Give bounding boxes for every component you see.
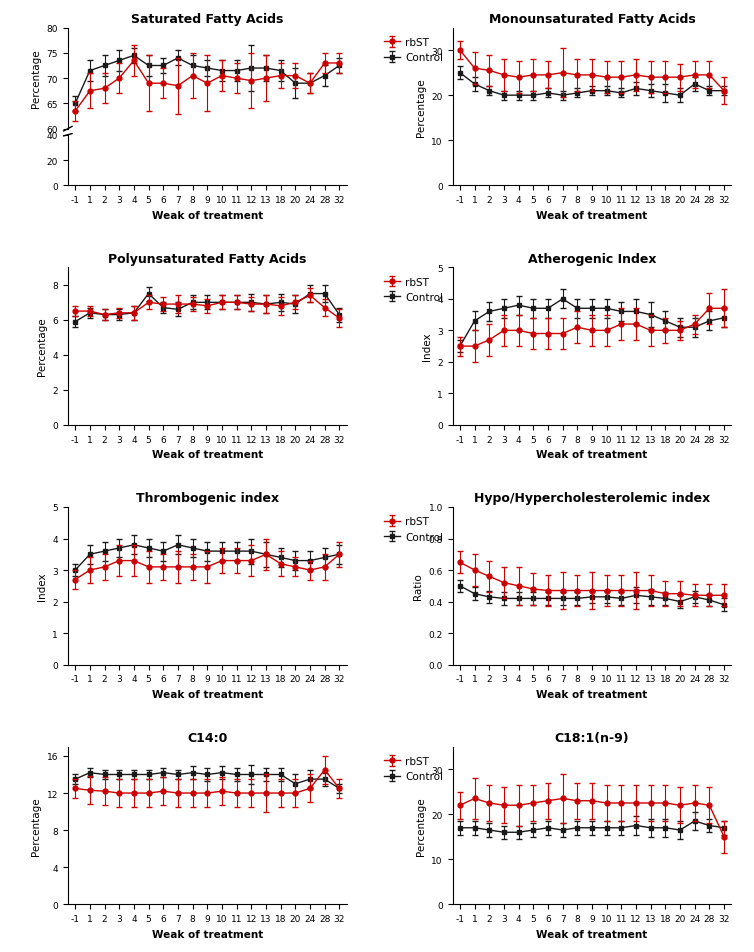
Y-axis label: Percentage: Percentage bbox=[31, 50, 41, 109]
X-axis label: Weak of treatment: Weak of treatment bbox=[536, 928, 648, 939]
Y-axis label: Percentage: Percentage bbox=[415, 797, 426, 855]
X-axis label: Weak of treatment: Weak of treatment bbox=[536, 449, 648, 460]
Legend: rbST, Control: rbST, Control bbox=[380, 33, 447, 68]
Legend: rbST, Control: rbST, Control bbox=[380, 752, 447, 785]
X-axis label: Weak of treatment: Weak of treatment bbox=[152, 449, 263, 460]
Y-axis label: Ratio: Ratio bbox=[413, 573, 423, 600]
Title: C14:0: C14:0 bbox=[187, 731, 228, 744]
Y-axis label: Index: Index bbox=[421, 332, 431, 361]
Title: Saturated Fatty Acids: Saturated Fatty Acids bbox=[131, 13, 284, 26]
Title: Hypo/Hypercholesterolemic index: Hypo/Hypercholesterolemic index bbox=[474, 492, 710, 505]
Title: Thrombogenic index: Thrombogenic index bbox=[136, 492, 279, 505]
Title: Atherogenic Index: Atherogenic Index bbox=[528, 252, 656, 266]
X-axis label: Weak of treatment: Weak of treatment bbox=[152, 928, 263, 939]
Legend: rbST, Control: rbST, Control bbox=[380, 512, 447, 546]
X-axis label: Weak of treatment: Weak of treatment bbox=[536, 689, 648, 699]
Y-axis label: Percentage: Percentage bbox=[37, 317, 47, 376]
Title: C18:1(n-9): C18:1(n-9) bbox=[555, 731, 630, 744]
X-axis label: Weak of treatment: Weak of treatment bbox=[152, 210, 263, 220]
Title: Monounsaturated Fatty Acids: Monounsaturated Fatty Acids bbox=[489, 13, 695, 26]
Title: Polyunsaturated Fatty Acids: Polyunsaturated Fatty Acids bbox=[108, 252, 306, 266]
X-axis label: Weak of treatment: Weak of treatment bbox=[536, 210, 648, 220]
Legend: rbST, Control: rbST, Control bbox=[380, 273, 447, 307]
X-axis label: Weak of treatment: Weak of treatment bbox=[152, 689, 263, 699]
Y-axis label: Index: Index bbox=[37, 572, 47, 601]
Y-axis label: Percentage: Percentage bbox=[415, 78, 426, 136]
Y-axis label: Percentage: Percentage bbox=[31, 797, 41, 855]
